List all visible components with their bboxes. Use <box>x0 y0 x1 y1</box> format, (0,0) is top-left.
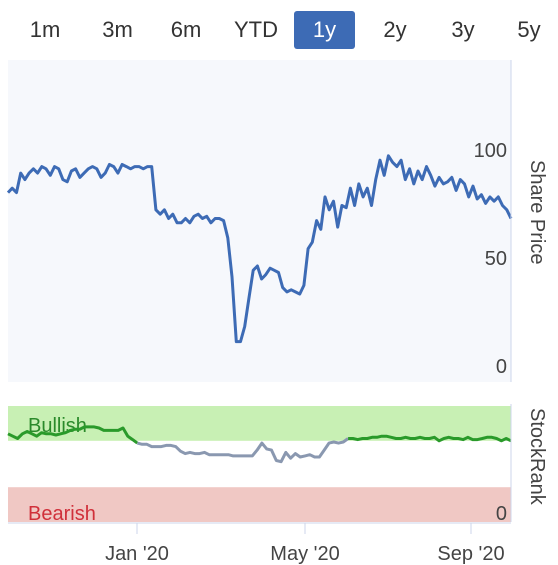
bearish-band <box>8 487 511 522</box>
share-price-line <box>6 154 513 344</box>
price-tick-label: 0 <box>496 356 507 378</box>
range-tab-5y[interactable]: 5y <box>517 17 541 42</box>
price-tick-label: 100 <box>474 140 507 162</box>
stockrank-bullish-segment <box>348 434 512 443</box>
stockrank-tick-label: 0 <box>496 503 507 525</box>
price-tick-labels: 100 50 0 <box>474 140 507 378</box>
bearish-band-label: Bearish <box>28 503 96 525</box>
stockrank-neutral-segment <box>136 437 349 464</box>
stockrank-axis-label: StockRank <box>526 408 548 505</box>
bullish-band <box>8 406 511 441</box>
range-tab-3y[interactable]: 3y <box>451 17 475 42</box>
range-tab-1m[interactable]: 1m <box>29 17 61 42</box>
range-tab-1y[interactable]: 1y <box>294 11 355 49</box>
x-tick-label: Jan '20 <box>105 543 169 565</box>
x-tick-label: Sep '20 <box>437 543 504 565</box>
date-range-tabs: 1m 3m 6m YTD 1y 2y 3y 5y <box>0 8 558 52</box>
share-price-axis-label: Share Price <box>526 160 548 265</box>
range-tab-6m[interactable]: 6m <box>170 17 202 42</box>
stockrank-bullish-segment <box>7 425 139 445</box>
price-plot-background <box>8 60 511 382</box>
stockrank-tick-labels: 0 <box>496 503 507 525</box>
range-tab-3m[interactable]: 3m <box>102 17 133 42</box>
x-tick-label: May '20 <box>270 543 339 565</box>
price-tick-label: 50 <box>485 248 507 270</box>
x-axis-ticks: Jan '20 May '20 Sep '20 <box>105 523 505 565</box>
range-tab-2y[interactable]: 2y <box>383 17 407 42</box>
range-tab-ytd[interactable]: YTD <box>234 17 278 42</box>
stockrank-line <box>7 425 512 464</box>
